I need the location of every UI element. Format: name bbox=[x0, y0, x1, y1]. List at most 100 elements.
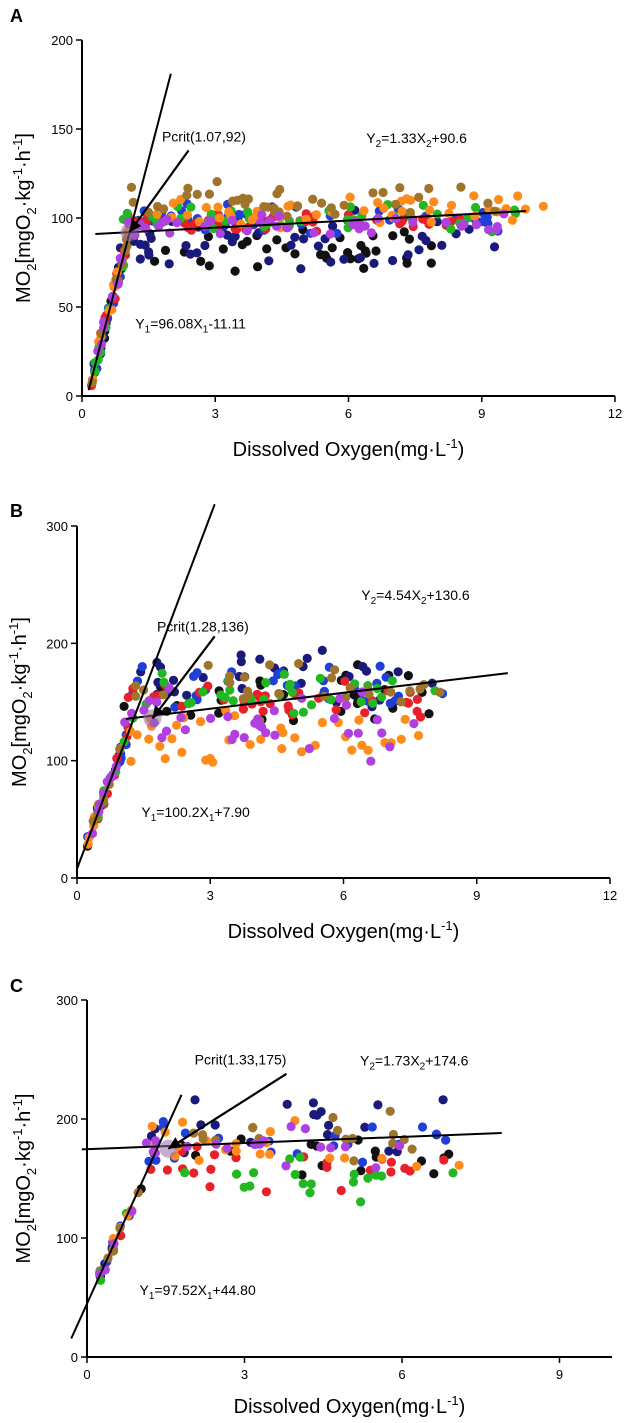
data-point-green bbox=[232, 1169, 242, 1179]
data-point-navy bbox=[296, 264, 306, 274]
data-point-brown bbox=[243, 690, 253, 701]
data-point-black bbox=[160, 245, 171, 255]
data-point-purple bbox=[316, 1142, 326, 1152]
data-point-purple bbox=[357, 687, 367, 697]
data-point-green bbox=[183, 699, 194, 709]
data-point-brown bbox=[182, 190, 192, 200]
data-point-purple bbox=[157, 733, 167, 743]
data-point-brown bbox=[405, 207, 415, 218]
data-point-purple bbox=[326, 1143, 336, 1153]
data-point-orange bbox=[155, 741, 165, 751]
data-point-orange bbox=[444, 208, 454, 218]
data-point-blue bbox=[137, 662, 147, 672]
fit-line-1 bbox=[70, 1094, 183, 1339]
data-point-orange bbox=[230, 711, 240, 721]
data-point-navy bbox=[328, 221, 338, 231]
x-tick-label: 0 bbox=[73, 888, 80, 903]
data-point-orange bbox=[373, 198, 383, 208]
data-point-purple bbox=[377, 728, 387, 738]
x-tick-label: 0 bbox=[83, 1367, 90, 1382]
data-point-orange bbox=[340, 1153, 350, 1163]
data-point-purple bbox=[459, 219, 469, 229]
data-point-navy bbox=[236, 657, 246, 667]
data-point-brown bbox=[198, 1130, 208, 1140]
panel-c: C 0 100 200 300 0 3 6 9 Dissolved Oxygen(mg·L-1) M… bbox=[10, 976, 612, 1418]
scatter-points bbox=[86, 177, 548, 391]
data-point-orange bbox=[405, 195, 416, 205]
data-point-brown bbox=[405, 686, 415, 696]
data-point-purple bbox=[371, 1163, 381, 1173]
panel-letter: C bbox=[10, 976, 23, 996]
data-point-brown bbox=[259, 202, 269, 212]
data-point-green bbox=[432, 209, 442, 219]
data-point-purple bbox=[144, 696, 154, 706]
data-point-orange bbox=[194, 1155, 204, 1165]
data-point-purple bbox=[250, 718, 260, 728]
data-point-blue bbox=[375, 661, 385, 671]
data-point-black bbox=[403, 671, 413, 681]
data-point-purple bbox=[176, 712, 186, 723]
data-point-purple bbox=[335, 694, 345, 704]
data-point-black bbox=[237, 240, 247, 250]
data-point-green bbox=[418, 200, 428, 210]
data-point-purple bbox=[304, 744, 314, 754]
data-point-black bbox=[186, 710, 196, 720]
equation-label-2: Y2=4.54X2+130.6 bbox=[361, 587, 470, 607]
data-point-brown bbox=[212, 177, 222, 187]
data-point-navy bbox=[230, 231, 240, 241]
data-point-black bbox=[429, 1169, 439, 1179]
pcrit-arrowhead bbox=[152, 705, 165, 719]
data-point-purple bbox=[286, 1121, 296, 1132]
data-point-red bbox=[206, 1164, 216, 1174]
data-point-black bbox=[359, 263, 369, 273]
data-point-green bbox=[306, 1179, 316, 1189]
data-point-purple bbox=[329, 713, 339, 724]
data-point-brown bbox=[419, 680, 429, 690]
data-point-orange bbox=[224, 207, 234, 217]
data-point-brown bbox=[327, 673, 337, 683]
data-point-orange bbox=[397, 206, 407, 216]
data-point-green bbox=[216, 690, 226, 700]
data-point-black bbox=[424, 709, 434, 719]
data-point-red bbox=[189, 1168, 199, 1178]
panel-b: B 0 100 200 300 0 3 6 9 12 Dissolved Oxygen(mg·L-1… bbox=[6, 501, 617, 943]
data-point-red bbox=[238, 704, 248, 714]
data-point-black bbox=[204, 261, 214, 271]
data-point-brown bbox=[128, 197, 138, 207]
data-point-blue bbox=[234, 209, 244, 220]
data-point-brown bbox=[490, 206, 500, 216]
data-point-red bbox=[231, 1153, 241, 1163]
y-tick-label: 50 bbox=[59, 300, 73, 315]
data-point-orange bbox=[167, 734, 177, 744]
data-point-brown bbox=[424, 183, 434, 194]
pcrit-arrow bbox=[128, 149, 190, 233]
data-point-purple bbox=[180, 725, 190, 735]
data-point-navy bbox=[393, 667, 403, 677]
data-point-orange bbox=[513, 191, 523, 201]
data-point-orange bbox=[278, 728, 288, 738]
data-point-purple bbox=[385, 742, 395, 752]
data-point-green bbox=[349, 1169, 359, 1179]
data-point-purple bbox=[227, 734, 237, 745]
data-point-blue bbox=[189, 671, 199, 682]
y-tick-label: 0 bbox=[66, 389, 73, 404]
data-point-navy bbox=[313, 241, 323, 251]
data-point-black bbox=[404, 234, 414, 244]
data-point-orange bbox=[325, 1153, 335, 1163]
data-point-purple bbox=[309, 228, 319, 238]
data-point-green bbox=[198, 687, 208, 697]
data-point-black bbox=[272, 235, 282, 245]
data-point-purple bbox=[353, 728, 363, 738]
data-point-black bbox=[218, 244, 228, 254]
data-point-red bbox=[209, 1150, 220, 1160]
data-point-purple bbox=[162, 214, 172, 224]
data-point-purple bbox=[164, 683, 174, 693]
x-axis-title: Dissolved Oxygen(mg·L-1) bbox=[228, 918, 460, 943]
data-point-orange bbox=[245, 739, 255, 750]
data-point-brown bbox=[228, 196, 238, 206]
data-point-red bbox=[405, 1166, 415, 1176]
data-point-purple bbox=[161, 726, 172, 736]
data-point-red bbox=[162, 1165, 172, 1175]
data-point-red bbox=[412, 706, 422, 717]
data-point-blue bbox=[441, 1135, 451, 1145]
